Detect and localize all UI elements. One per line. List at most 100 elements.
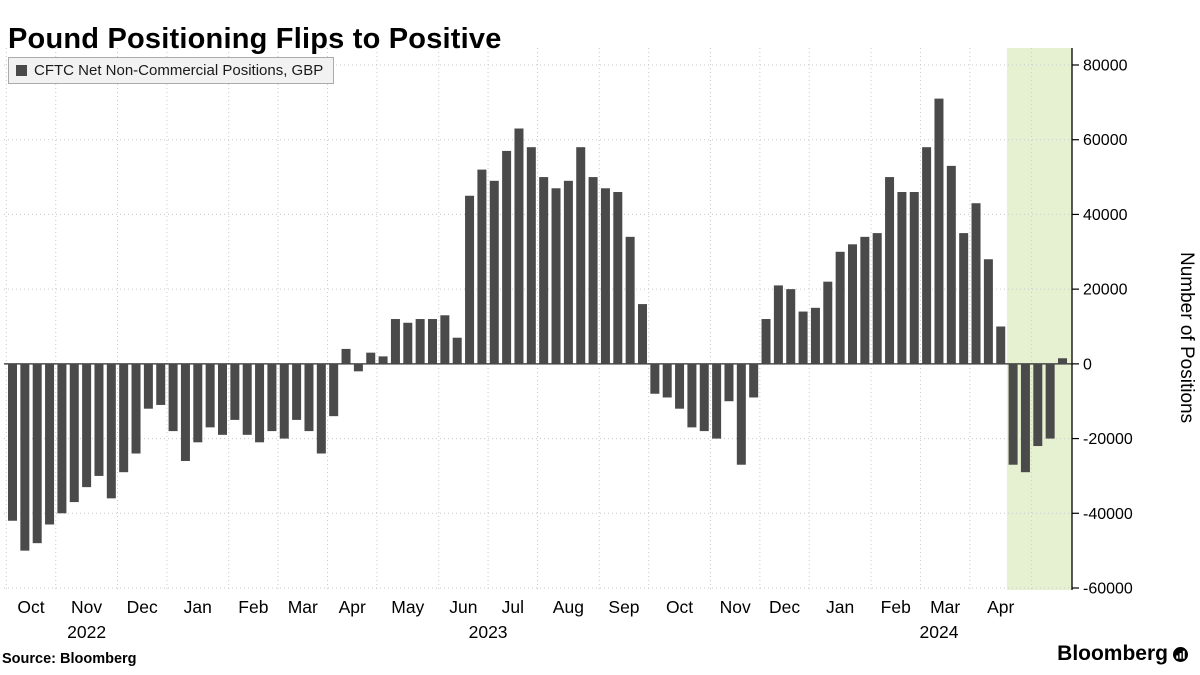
bar [638,304,647,364]
bar [193,363,203,443]
x-month-label: Nov [71,597,102,617]
bar [106,363,116,499]
bar [539,177,549,364]
bar [255,363,265,443]
x-month-label: Jan [826,597,854,617]
bar [588,177,598,364]
bar [712,363,722,439]
source-label: Source: Bloomberg [2,651,137,667]
y-tick-label: 20000 [1083,282,1128,299]
bar [662,363,672,398]
legend-label: CFTC Net Non-Commercial Positions, GBP [34,62,324,79]
bar [168,363,178,432]
y-tick-label: -20000 [1083,431,1133,448]
x-month-label: Apr [987,597,1014,617]
bar [675,363,685,409]
bar [600,188,610,364]
legend-swatch-icon [16,65,27,76]
bloomberg-logo-text: Bloomberg [1057,642,1168,665]
bar [872,233,882,364]
bar [366,352,376,364]
y-tick-label: -60000 [1083,581,1133,598]
bar [304,363,314,432]
y-tick-label: 0 [1083,356,1092,373]
y-axis-title: Number of Positions [1176,252,1197,424]
bar [230,363,240,420]
x-year-label: 2022 [67,622,106,642]
bar [156,363,166,405]
bar [1045,363,1055,439]
bar [1058,358,1067,364]
bar [57,363,67,514]
bar [465,195,475,364]
bar [897,192,907,364]
bar [94,363,104,476]
bloomberg-logo-icon [1173,646,1188,662]
bar [341,348,351,364]
x-month-label: Feb [238,597,268,617]
bar [724,363,734,402]
bar [885,177,895,364]
bar [32,363,42,544]
bar [45,363,55,525]
bar [860,236,870,364]
highlight-band [1006,48,1072,590]
bar [477,169,487,364]
bar [514,128,524,364]
bar [983,259,993,364]
x-month-label: Dec [127,597,158,617]
x-month-label: Aug [553,597,584,617]
bar [415,319,425,364]
bar [909,192,919,364]
bar [390,319,400,364]
x-month-label: Sep [608,597,639,617]
bar [687,363,697,428]
bar [810,307,820,364]
x-month-label: Jul [502,597,524,617]
bar [489,180,499,364]
bar [20,363,30,551]
bar [180,363,190,461]
bar [996,326,1006,364]
x-month-label: Apr [339,597,366,617]
bar [835,251,845,364]
bloomberg-logo: Bloomberg [1057,642,1188,666]
page-title: Pound Positioning Flips to Positive [8,23,502,56]
bar [1008,363,1018,465]
x-month-label: Dec [769,597,800,617]
bar [378,356,388,364]
bar [761,319,771,364]
bar [218,363,227,435]
bar [848,244,857,364]
y-tick-label: -40000 [1083,506,1133,523]
bar [428,319,437,364]
bar [242,363,252,435]
legend: CFTC Net Non-Commercial Positions, GBP [8,57,335,84]
bar [452,337,462,364]
bar [329,363,339,417]
bar [563,180,573,364]
y-tick-label: 80000 [1083,58,1128,75]
bar [946,165,956,364]
bar [403,322,413,364]
bar [502,150,512,364]
bar [773,285,783,364]
bar [959,233,969,364]
bar [316,363,326,454]
bar [279,363,289,439]
bar [205,363,215,428]
bar [798,311,808,364]
bar [131,363,141,454]
bar [526,147,536,364]
bar [1033,363,1043,447]
bar [786,289,796,364]
y-tick-label: 40000 [1083,207,1128,224]
y-tick-label: 60000 [1083,132,1128,149]
bar [143,363,153,409]
bar [292,363,302,420]
x-month-label: May [391,597,424,617]
bar [82,363,92,488]
x-month-label: Mar [288,597,318,617]
bar [971,203,981,364]
